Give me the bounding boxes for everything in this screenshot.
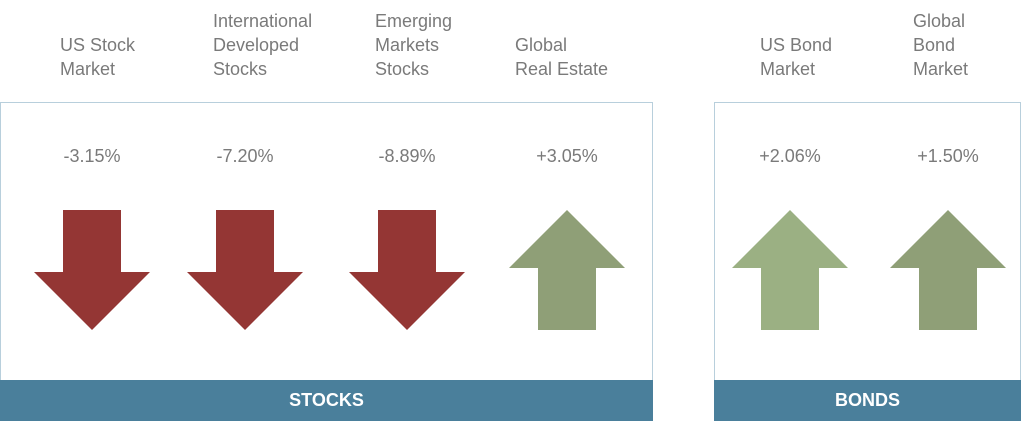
asset-label: Real Estate bbox=[515, 59, 608, 79]
asset-label: Market bbox=[760, 59, 815, 79]
asset-return: -3.15% bbox=[63, 146, 120, 166]
asset-label: Global bbox=[515, 35, 567, 55]
panel-footer bbox=[0, 380, 653, 421]
asset-label: Stocks bbox=[375, 59, 429, 79]
asset-label: Bond bbox=[913, 35, 955, 55]
asset-label: Global bbox=[913, 11, 965, 31]
down-arrow bbox=[349, 210, 465, 330]
asset-label: Market bbox=[60, 59, 115, 79]
up-arrow bbox=[509, 210, 625, 330]
asset-label: International bbox=[213, 11, 312, 31]
asset-return: -8.89% bbox=[378, 146, 435, 166]
asset-return: +3.05% bbox=[536, 146, 598, 166]
asset-label: Developed bbox=[213, 35, 299, 55]
asset-label: Stocks bbox=[213, 59, 267, 79]
asset-label: Market bbox=[913, 59, 968, 79]
panel-footer bbox=[714, 380, 1021, 421]
down-arrow bbox=[34, 210, 150, 330]
up-arrow bbox=[732, 210, 848, 330]
asset-label: Emerging bbox=[375, 11, 452, 31]
asset-label: US Bond bbox=[760, 35, 832, 55]
panel-title: STOCKS bbox=[289, 390, 364, 410]
panel-title: BONDS bbox=[835, 390, 900, 410]
asset-return: +1.50% bbox=[917, 146, 979, 166]
up-arrow bbox=[890, 210, 1006, 330]
asset-return: +2.06% bbox=[759, 146, 821, 166]
asset-return: -7.20% bbox=[216, 146, 273, 166]
down-arrow bbox=[187, 210, 303, 330]
asset-label: Markets bbox=[375, 35, 439, 55]
asset-label: US Stock bbox=[60, 35, 136, 55]
